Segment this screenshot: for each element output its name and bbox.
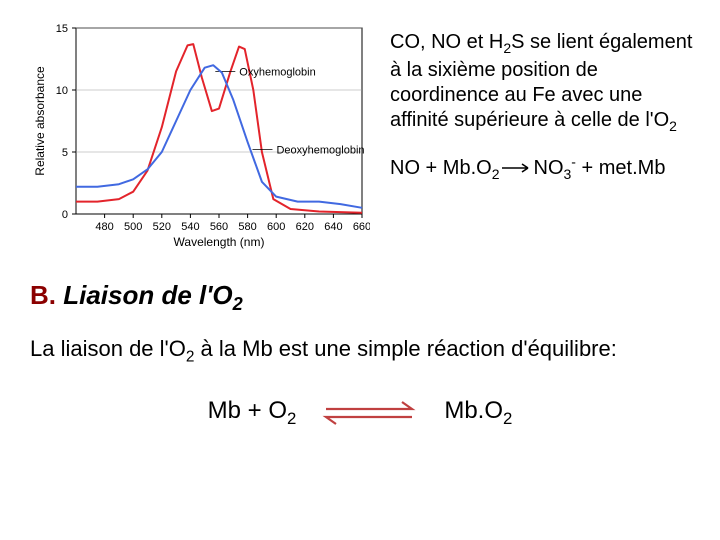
equation-no-oxidation: NO + Mb.O2NO3- + met.Mb (390, 153, 700, 183)
absorbance-chart: 0 5 10 15 480 500 520 540 560 580 600 620 640 660 Wave… (30, 20, 370, 250)
equilibrium-arrow-icon (320, 398, 420, 428)
right-text-block: CO, NO et H2S se lient également à la si… (370, 20, 700, 250)
svg-text:0: 0 (62, 209, 68, 221)
svg-text:Deoxyhemoglobin: Deoxyhemoglobin (276, 145, 364, 157)
svg-text:640: 640 (324, 221, 342, 233)
svg-text:10: 10 (56, 85, 68, 97)
section-heading: B. Liaison de l'O2 (0, 250, 720, 325)
heading-text: Liaison de l'O2 (56, 280, 243, 310)
svg-text:580: 580 (238, 221, 256, 233)
svg-text:520: 520 (153, 221, 171, 233)
svg-text:560: 560 (210, 221, 228, 233)
svg-text:480: 480 (95, 221, 113, 233)
svg-text:600: 600 (267, 221, 285, 233)
equilibrium-equation: Mb + O2 Mb.O2 (0, 367, 720, 429)
svg-text:620: 620 (296, 221, 314, 233)
body-text: La liaison de l'O2 à la Mb est une simpl… (0, 325, 720, 367)
svg-text:15: 15 (56, 23, 68, 35)
svg-text:660: 660 (353, 221, 370, 233)
svg-text:5: 5 (62, 147, 68, 159)
svg-text:540: 540 (181, 221, 199, 233)
eq-rhs: Mb.O2 (444, 397, 512, 429)
eq-lhs: Mb + O2 (208, 397, 297, 429)
svg-text:Oxyhemoglobin: Oxyhemoglobin (239, 66, 315, 78)
svg-text:Relative absorbance: Relative absorbance (33, 66, 47, 176)
svg-text:Wavelength (nm): Wavelength (nm) (174, 235, 265, 249)
paragraph-ligands: CO, NO et H2S se lient également à la si… (390, 30, 700, 135)
heading-prefix: B. (30, 280, 56, 310)
chart-svg: 0 5 10 15 480 500 520 540 560 580 600 620 640 660 Wave… (30, 20, 370, 250)
svg-text:500: 500 (124, 221, 142, 233)
right-arrow-icon (500, 161, 534, 175)
